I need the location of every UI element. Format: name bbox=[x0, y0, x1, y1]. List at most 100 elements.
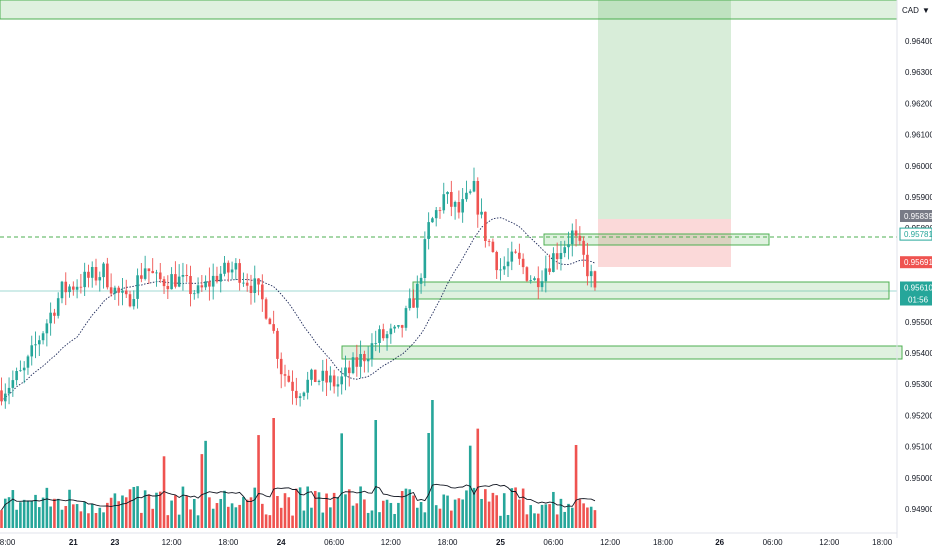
candlesticks bbox=[0, 167, 597, 409]
volume-bar bbox=[381, 500, 385, 528]
volume-bars bbox=[0, 400, 597, 528]
svg-text:0.95839: 0.95839 bbox=[904, 212, 932, 221]
volume-bar bbox=[90, 503, 94, 528]
candle bbox=[340, 367, 343, 395]
volume-bar bbox=[253, 487, 257, 528]
candle bbox=[22, 361, 26, 384]
candle bbox=[465, 180, 468, 202]
candle bbox=[427, 212, 430, 250]
volume-bar bbox=[223, 490, 226, 528]
volume-bar bbox=[491, 492, 495, 528]
candle bbox=[56, 292, 60, 319]
candle bbox=[306, 371, 309, 400]
candle bbox=[472, 167, 476, 193]
candle bbox=[484, 211, 487, 248]
candle bbox=[431, 216, 434, 223]
candle bbox=[370, 333, 374, 367]
candle bbox=[487, 239, 491, 247]
support-zone-box[interactable] bbox=[412, 281, 890, 300]
candle bbox=[140, 263, 143, 283]
candle bbox=[132, 290, 136, 310]
candle bbox=[151, 258, 154, 274]
volume-bar bbox=[38, 507, 41, 528]
demand-zone-box[interactable] bbox=[341, 345, 903, 360]
candle bbox=[128, 290, 132, 308]
time-tick-label: 06:00 bbox=[763, 538, 784, 547]
candle bbox=[143, 255, 147, 281]
volume-bar bbox=[64, 506, 68, 528]
price-axis[interactable]: 0.96400 0.96300 0.96200 0.96100 0.96000 0.959… bbox=[896, 0, 932, 538]
volume-bar bbox=[484, 489, 487, 528]
volume-bar bbox=[385, 499, 389, 528]
volume-bar bbox=[582, 503, 585, 528]
candle bbox=[329, 366, 332, 391]
candle bbox=[518, 243, 521, 265]
price-tick-label: 0.95300 bbox=[905, 380, 932, 389]
volume-bar bbox=[400, 491, 404, 528]
volume-bar bbox=[215, 503, 219, 528]
candle bbox=[276, 328, 279, 369]
volume-bar bbox=[79, 511, 83, 528]
supply-zone-box[interactable] bbox=[543, 233, 770, 246]
currency-dropdown-icon[interactable]: ▼ bbox=[922, 6, 930, 15]
candle bbox=[0, 377, 3, 406]
volume-bar bbox=[506, 514, 510, 528]
volume-bar bbox=[412, 495, 415, 528]
volume-bar bbox=[302, 510, 306, 528]
time-tick-label: 24 bbox=[277, 538, 286, 547]
volume-bar bbox=[540, 504, 544, 528]
price-tag-gray: 0.95839 bbox=[900, 210, 932, 222]
candle bbox=[442, 182, 446, 214]
volume-bar bbox=[438, 508, 442, 528]
volume-bar bbox=[442, 494, 446, 528]
candle bbox=[389, 323, 393, 344]
volume-bar bbox=[529, 505, 532, 528]
volume-bar bbox=[124, 497, 128, 528]
volume-bar bbox=[295, 488, 298, 528]
volume-bar bbox=[378, 512, 381, 528]
candle bbox=[502, 256, 506, 275]
volume-bar bbox=[83, 501, 86, 528]
volume-bar bbox=[332, 492, 336, 528]
volume-bar bbox=[423, 512, 427, 528]
currency-label[interactable]: CAD bbox=[902, 6, 919, 15]
candle bbox=[536, 266, 540, 300]
time-tick-label: 25 bbox=[496, 538, 505, 547]
volume-bar bbox=[60, 509, 64, 528]
volume-bar bbox=[336, 497, 340, 528]
volume-bar bbox=[389, 502, 393, 528]
candle bbox=[570, 223, 574, 257]
price-tick-label: 0.96200 bbox=[905, 99, 932, 108]
price-tag-red: 0.95691 bbox=[900, 256, 932, 269]
volume-bar bbox=[162, 456, 166, 528]
long-position-stop-zone[interactable] bbox=[598, 219, 731, 267]
volume-bar bbox=[174, 495, 177, 528]
volume-bar bbox=[211, 508, 215, 528]
time-axis[interactable]: 18:00 21 23 12:00 18:00 24 06:00 12:00 18:00 25 06… bbox=[0, 532, 897, 547]
volume-bar bbox=[143, 490, 147, 528]
candle bbox=[332, 369, 336, 394]
volume-bar bbox=[287, 497, 291, 528]
candle bbox=[567, 231, 570, 260]
volume-bar bbox=[374, 420, 378, 528]
volume-bar bbox=[514, 487, 517, 528]
price-tick-label: 0.94900 bbox=[905, 505, 932, 514]
time-tick-label: 18:00 bbox=[653, 538, 674, 547]
volume-bar bbox=[502, 493, 506, 528]
candle bbox=[177, 264, 181, 288]
candle bbox=[136, 268, 139, 309]
top-resistance-zone[interactable] bbox=[0, 0, 898, 20]
long-position-target-zone[interactable] bbox=[598, 0, 731, 219]
price-tick-label: 0.95100 bbox=[905, 443, 932, 452]
time-tick-label: 06:00 bbox=[324, 538, 345, 547]
volume-bar bbox=[245, 499, 249, 528]
candle bbox=[419, 273, 423, 294]
candle bbox=[189, 265, 192, 307]
volume-bar bbox=[313, 490, 317, 528]
price-tags: 0.95839 0.95781 0.95691 0.95610 01:56 bbox=[899, 210, 932, 306]
volume-bar bbox=[487, 501, 491, 528]
volume-bar bbox=[446, 495, 449, 528]
volume-bar bbox=[261, 503, 264, 528]
candle bbox=[544, 255, 548, 293]
